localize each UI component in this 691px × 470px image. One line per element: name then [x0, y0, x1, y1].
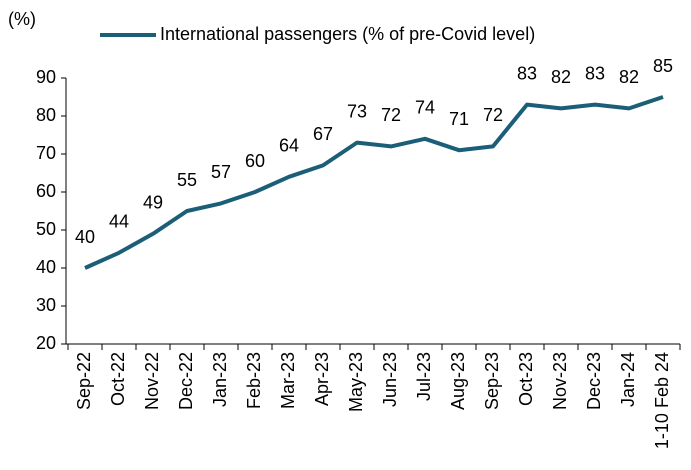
x-tick-label: Jun-23: [380, 352, 400, 407]
x-tick-label: Nov-23: [550, 352, 570, 410]
x-tick-label: Dec-22: [176, 352, 196, 410]
y-tick-label: 50: [36, 219, 56, 239]
x-tick-label: Jul-23: [414, 352, 434, 401]
x-tick-label: Feb-23: [244, 352, 264, 409]
x-tick-label: Jan-23: [210, 352, 230, 407]
data-label: 44: [109, 212, 129, 232]
data-label: 73: [347, 101, 367, 121]
y-tick-label: 40: [36, 257, 56, 277]
data-label: 82: [619, 67, 639, 87]
data-label: 71: [449, 109, 469, 129]
data-label: 74: [415, 98, 435, 118]
y-axis-label: (%): [8, 9, 36, 29]
x-tick-label: May-23: [346, 352, 366, 412]
data-label: 72: [381, 105, 401, 125]
x-tick-label: Apr-23: [312, 352, 332, 406]
data-label: 82: [551, 67, 571, 87]
y-tick-label: 60: [36, 181, 56, 201]
data-label: 72: [483, 105, 503, 125]
x-tick-label: Jan-24: [618, 352, 638, 407]
x-tick-label: Oct-23: [516, 352, 536, 406]
x-tick-label: Nov-22: [142, 352, 162, 410]
y-tick-label: 70: [36, 143, 56, 163]
y-tick-label: 20: [36, 333, 56, 353]
legend-label: International passengers (% of pre-Covid…: [160, 24, 535, 44]
x-tick-label: Mar-23: [278, 352, 298, 409]
y-tick-label: 80: [36, 105, 56, 125]
data-label: 60: [245, 151, 265, 171]
x-tick-label: Sep-23: [482, 352, 502, 410]
y-tick-label: 30: [36, 295, 56, 315]
data-label: 83: [585, 63, 605, 83]
data-label: 40: [75, 227, 95, 247]
data-label: 83: [517, 63, 537, 83]
data-label: 49: [143, 193, 163, 213]
data-label: 64: [279, 136, 299, 156]
x-tick-label: Oct-22: [108, 352, 128, 406]
x-tick-label: 1-10 Feb 24: [652, 352, 672, 449]
x-tick-label: Dec-23: [584, 352, 604, 410]
data-line: [84, 95, 664, 270]
data-label: 67: [313, 124, 333, 144]
data-label: 85: [653, 56, 673, 76]
data-label: 55: [177, 170, 197, 190]
data-label: 57: [211, 162, 231, 182]
y-tick-label: 90: [36, 67, 56, 87]
x-tick-label: Aug-23: [448, 352, 468, 410]
x-tick-label: Sep-22: [74, 352, 94, 410]
